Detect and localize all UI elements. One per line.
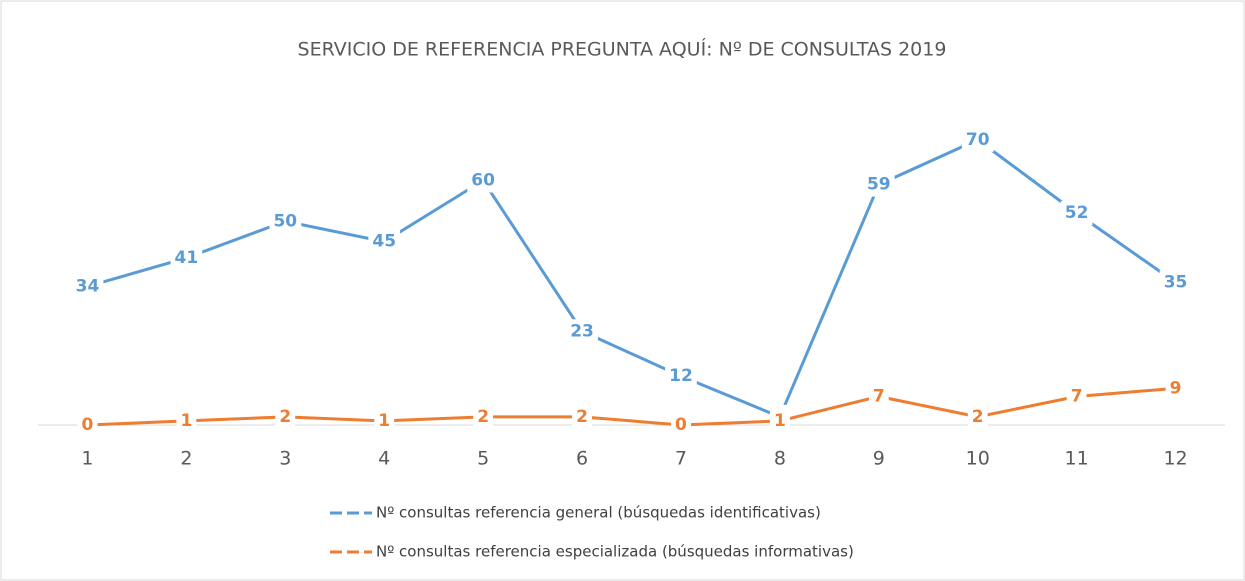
- data-label: 35: [1164, 272, 1188, 292]
- data-label-bg: [170, 245, 203, 270]
- data-label: 45: [372, 232, 396, 252]
- x-tick-label: 8: [774, 448, 786, 470]
- data-label-bg: [275, 404, 296, 429]
- x-tick-label: 4: [378, 448, 390, 470]
- series-line: [87, 138, 1177, 419]
- data-label-bg: [77, 413, 98, 437]
- x-tick-label: 5: [477, 448, 489, 470]
- x-tick-label: 1: [81, 448, 93, 470]
- data-label: 7: [873, 386, 885, 406]
- data-label: 9: [1170, 378, 1182, 398]
- data-label-bg: [1159, 270, 1192, 295]
- data-label-bg: [374, 408, 395, 433]
- data-label-bg: [1066, 384, 1087, 409]
- data-label: 23: [570, 321, 594, 341]
- data-label: 2: [972, 407, 984, 427]
- data-label: 34: [76, 276, 100, 296]
- chart-title: SERVICIO DE REFERENCIA PREGUNTA AQUÍ: Nº…: [298, 38, 947, 61]
- data-label-bg: [176, 408, 197, 433]
- series-line: [87, 386, 1176, 427]
- data-label: 2: [279, 407, 291, 427]
- x-tick-label: 12: [1163, 448, 1187, 470]
- data-label-bg: [862, 172, 895, 197]
- x-tick-label: 7: [675, 448, 687, 470]
- data-label-bg: [467, 168, 500, 193]
- data-label-bg: [368, 229, 401, 254]
- data-label-bg: [566, 319, 598, 344]
- data-label: 7: [1071, 386, 1083, 406]
- data-label: 1: [180, 411, 192, 431]
- x-tick-label: 6: [576, 448, 588, 470]
- data-label: 70: [966, 130, 990, 150]
- data-label-bg: [769, 408, 790, 433]
- data-label: 41: [175, 248, 199, 268]
- data-label: 0: [82, 415, 94, 435]
- legend-label: Nº consultas referencia especializada (b…: [376, 543, 854, 561]
- x-tick-label: 2: [180, 448, 192, 470]
- data-label-bg: [473, 404, 494, 429]
- x-tick-label: 9: [873, 448, 885, 470]
- data-label-bg: [269, 209, 302, 234]
- data-label-bg: [572, 404, 592, 429]
- data-label: 60: [471, 171, 495, 191]
- data-label: 52: [1065, 203, 1089, 223]
- data-label: 0: [675, 415, 687, 435]
- data-label: 59: [867, 175, 891, 195]
- data-label-bg: [868, 384, 889, 409]
- data-label-bg: [665, 364, 697, 389]
- data-label-bg: [961, 127, 994, 152]
- x-tick-label: 11: [1065, 448, 1089, 470]
- data-label: 1: [774, 411, 786, 431]
- data-label: 12: [669, 366, 693, 386]
- x-tick-label: 10: [966, 448, 990, 470]
- data-label: 2: [477, 407, 489, 427]
- data-label-bg: [967, 404, 988, 429]
- legend-label: Nº consultas referencia general (búsqued…: [376, 504, 821, 522]
- data-label-bg: [1060, 201, 1093, 226]
- data-label-bg: [1165, 376, 1186, 401]
- x-tick-label: 3: [279, 448, 291, 470]
- data-label: 50: [273, 211, 297, 231]
- data-label-bg: [71, 274, 104, 299]
- data-label-bg: [671, 413, 692, 437]
- data-label: 1: [378, 411, 390, 431]
- data-label: 2: [576, 407, 588, 427]
